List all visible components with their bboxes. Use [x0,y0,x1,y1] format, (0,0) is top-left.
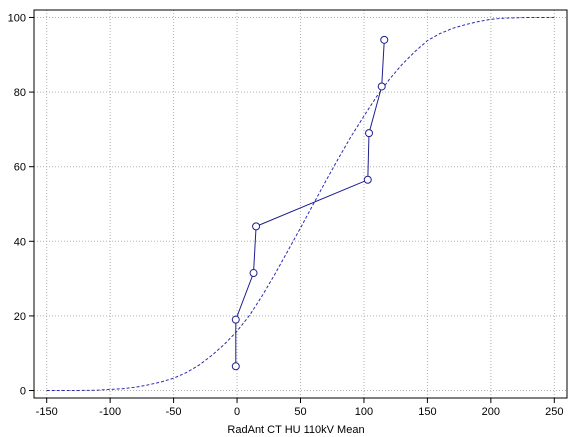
x-tick-label: 50 [294,406,306,418]
y-tick-label: 60 [14,162,26,174]
y-tick-label: 80 [14,87,26,99]
data-point [231,315,240,324]
data-point [249,269,258,278]
y-tick-label: 0 [20,386,26,398]
data-point [380,35,389,44]
y-tick-label: 40 [14,236,26,248]
x-tick-label: 200 [482,406,500,418]
x-tick-label: 250 [545,406,563,418]
y-tick-label: 20 [14,311,26,323]
data-point [231,362,240,371]
y-tick-label: 100 [8,12,26,24]
data-point [363,175,372,184]
plot-frame [33,9,568,399]
data-point [377,82,386,91]
x-tick-label: 150 [418,406,436,418]
observed-line [235,39,385,367]
x-tick-label: 100 [355,406,373,418]
data-point [252,222,261,231]
x-tick-label: -150 [36,406,58,418]
x-tick-label: -50 [166,406,182,418]
x-tick-label: 0 [234,406,240,418]
x-axis-title: RadAnt CT HU 110kV Mean [227,424,364,436]
series-layer [46,17,555,391]
fit-curve [46,17,555,391]
data-point [365,129,374,138]
grid [34,10,567,398]
x-tick-label: -100 [99,406,121,418]
axes: -150 -100 -50 0 50 100 150 200 250 0 20 40 60 80 100 [8,9,568,418]
